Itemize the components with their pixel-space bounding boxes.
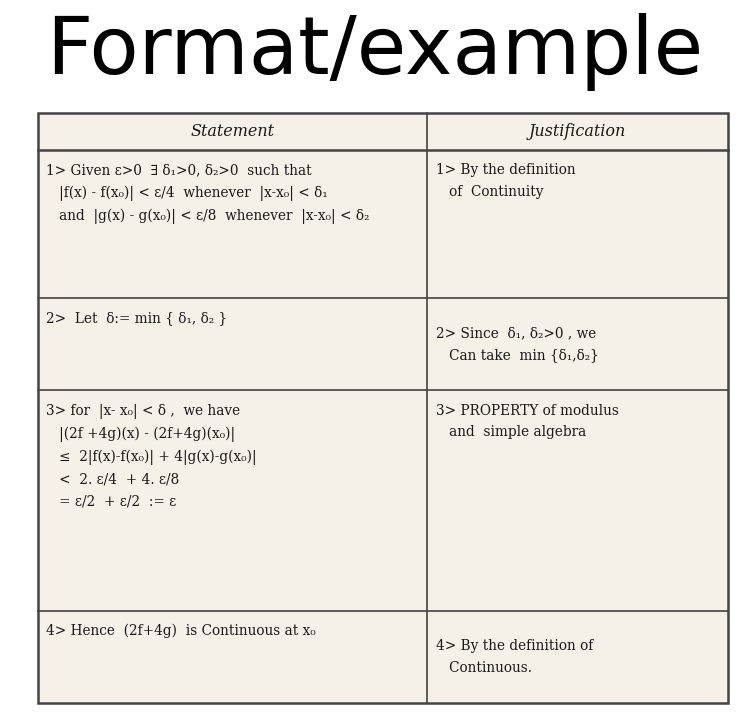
Text: 4> Hence  (2f+4g)  is Continuous at x₀: 4> Hence (2f+4g) is Continuous at x₀: [46, 624, 316, 638]
Text: Format/example: Format/example: [46, 13, 703, 91]
Text: 1> By the definition
   of  Continuity: 1> By the definition of Continuity: [436, 163, 576, 199]
Text: 3> PROPERTY of modulus
   and  simple algebra: 3> PROPERTY of modulus and simple algebr…: [436, 404, 620, 439]
Text: Statement: Statement: [190, 123, 274, 140]
Text: 3> for  |x- x₀| < δ ,  we have
   |(2f +4g)(x) - (2f+4g)(x₀)|
   ≤  2|f(x)-f(x₀): 3> for |x- x₀| < δ , we have |(2f +4g)(x…: [46, 404, 257, 509]
Text: 1> Given ε>0  ∃ δ₁>0, δ₂>0  such that
   |f(x) - f(x₀)| < ε/4  whenever  |x-x₀| : 1> Given ε>0 ∃ δ₁>0, δ₂>0 such that |f(x…: [46, 163, 370, 224]
Text: 2> Since  δ₁, δ₂>0 , we
   Can take  min {δ₁,δ₂}: 2> Since δ₁, δ₂>0 , we Can take min {δ₁,…: [436, 327, 599, 362]
Text: Justification: Justification: [529, 123, 626, 140]
Text: 2>  Let  δ:= min { δ₁, δ₂ }: 2> Let δ:= min { δ₁, δ₂ }: [46, 311, 228, 325]
Bar: [38, 113, 728, 703]
Text: 4> By the definition of
   Continuous.: 4> By the definition of Continuous.: [436, 639, 593, 674]
